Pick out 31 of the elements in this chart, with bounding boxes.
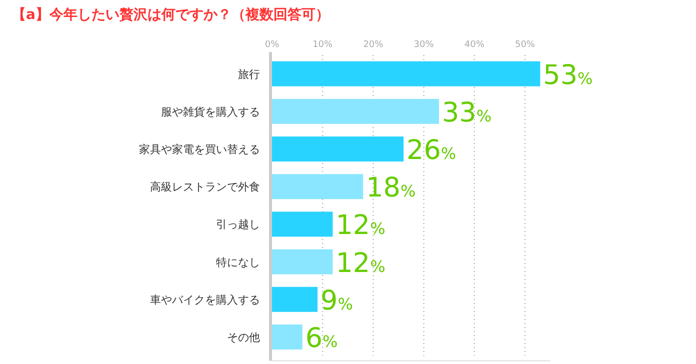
x-tick-label: 30% xyxy=(414,40,434,50)
x-tick-label: 10% xyxy=(312,40,334,50)
bar xyxy=(272,212,333,237)
y-tick-label: 車やバイクを購入する xyxy=(150,293,260,306)
y-tick-label: 引っ越し xyxy=(216,218,260,232)
data-label: 26% xyxy=(406,135,456,166)
bar xyxy=(272,286,318,312)
bar xyxy=(272,324,302,350)
x-tick-label: 40% xyxy=(464,40,485,50)
y-tick-label: 特になし xyxy=(216,256,260,269)
bar xyxy=(272,249,333,274)
bar xyxy=(272,174,364,200)
data-label: 53% xyxy=(543,60,593,91)
y-tick-label: 高級レストランで外食 xyxy=(150,180,260,194)
data-label: 6% xyxy=(305,323,338,354)
y-tick-label: 服や雑貨を購入する xyxy=(161,105,260,118)
y-tick-label: その他 xyxy=(227,331,260,344)
y-tick-label: 家具や家電を買い替える xyxy=(139,143,260,156)
x-tick-label: 50% xyxy=(514,40,536,50)
data-label: 12% xyxy=(336,210,386,242)
y-tick-label: 旅行 xyxy=(238,68,260,81)
x-tick-label: 0% xyxy=(264,40,280,50)
x-tick-label: 20% xyxy=(363,40,384,50)
bar xyxy=(272,136,404,162)
data-label: 33% xyxy=(442,97,492,128)
chart-title: 【a】今年したい贅沢は何ですか？（複数回答可） xyxy=(12,6,330,23)
bar xyxy=(272,61,540,86)
data-label: 18% xyxy=(366,172,416,204)
bar xyxy=(272,98,439,124)
data-label: 9% xyxy=(320,285,353,316)
data-label: 12% xyxy=(336,248,386,279)
